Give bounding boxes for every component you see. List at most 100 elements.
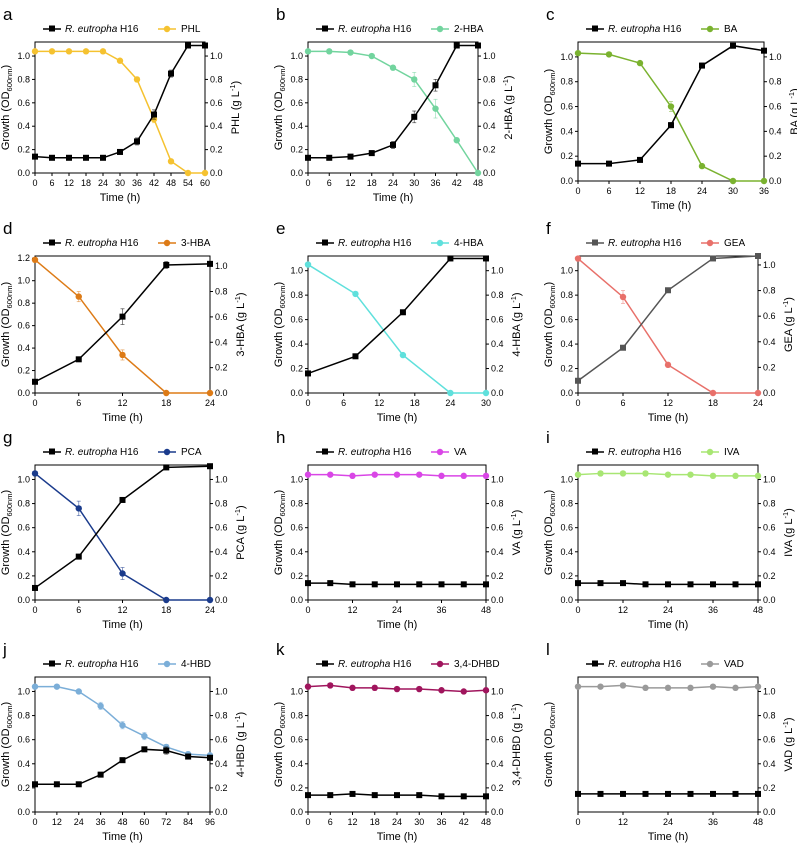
compound-point [482, 687, 490, 694]
growth-point [390, 141, 396, 148]
y-right-label-superscript: -1 [233, 509, 242, 516]
y-right-tick-label: 1.0 [210, 51, 223, 61]
compound-point [667, 103, 675, 110]
y-right-tick-label: 1.0 [215, 474, 228, 484]
growth-point [732, 581, 739, 588]
compound-point [393, 471, 401, 478]
legend-growth-label: R. eutropha H16 [65, 447, 139, 458]
y-right-label-text: PCA (g L [235, 516, 247, 560]
compound-point [119, 351, 126, 359]
y-left-label-subscript: 600nm [278, 69, 287, 92]
x-tick-label: 12 [618, 817, 628, 827]
compound-point [133, 76, 141, 83]
panel-h: h0 12 24 36 480.00.20.40.60.81.00.00.20.40.6… [273, 428, 523, 631]
y-right-tick-label: 0.4 [215, 759, 228, 769]
legend-compound-marker [436, 239, 444, 247]
compound-point [619, 470, 627, 477]
legend-growth-label: R. eutropha H16 [338, 24, 412, 35]
y-right-label-superscript: -1 [509, 707, 518, 714]
growth-point [687, 581, 694, 588]
legend-growth-label: R. eutropha H16 [65, 659, 139, 670]
y-left-label-close: ) [273, 490, 285, 494]
x-tick-label: 6 [76, 398, 81, 408]
legend-strain-suffix: H16 [660, 447, 682, 458]
y-left-tick-label: 0.4 [17, 547, 30, 557]
x-tick-label: 6 [606, 186, 611, 196]
growth-point [305, 580, 311, 587]
legend-strain-suffix: H16 [660, 238, 682, 249]
growth-point [620, 344, 626, 351]
y-left-tick-label: 0.0 [290, 807, 303, 817]
y-left-axis-label: Growth (OD600nm) [0, 702, 14, 787]
legend-compound-marker [706, 25, 714, 33]
y-left-tick-label: 0.8 [560, 77, 573, 87]
growth-point [575, 377, 581, 384]
growth-point [32, 378, 38, 385]
y-right-tick-label: 0.4 [763, 547, 776, 557]
panel-letter: h [276, 428, 285, 447]
y-left-tick-label: 1.0 [290, 474, 303, 484]
y-left-tick-label: 0.2 [17, 783, 30, 793]
compound-point [438, 687, 445, 694]
plot-frame [307, 255, 487, 394]
y-right-tick-label: 1.0 [769, 52, 782, 62]
plot-frame [307, 464, 487, 601]
y-right-tick-label: 0.8 [763, 499, 776, 509]
y-right-tick-label: 0.4 [491, 547, 504, 557]
y-left-label-text: Growth (OD [273, 91, 285, 150]
y-right-axis-label: BA (g L-1) [787, 88, 797, 134]
x-tick-label: 96 [205, 817, 215, 827]
legend-growth-marker [49, 660, 55, 667]
growth-point [575, 580, 581, 587]
x-tick-label: 48 [753, 605, 763, 615]
legend-growth-label: R. eutropha H16 [65, 24, 139, 35]
y-right-tick-label: 0.2 [763, 783, 776, 793]
y-right-label-text: 3-HBA (g L [235, 303, 247, 357]
legend-strain-suffix: H16 [117, 447, 139, 458]
x-tick-label: 30 [414, 817, 424, 827]
x-axis-label: Time (h) [373, 192, 414, 204]
y-left-tick-label: 0.2 [560, 364, 573, 374]
y-left-tick-label: 0.6 [290, 735, 303, 745]
growth-point [75, 781, 82, 788]
growth-point [453, 42, 460, 49]
growth-point [394, 792, 400, 799]
growth-point [352, 353, 359, 360]
y-right-axis-label: PCA (g L-1) [233, 505, 247, 559]
y-right-tick-label: 0.6 [763, 735, 776, 745]
legend-strain-suffix: H16 [660, 659, 682, 670]
legend-strain-name: R. eutropha [608, 238, 661, 249]
plot-frame [307, 676, 487, 813]
plot-frame [577, 255, 759, 394]
x-tick-label: 42 [149, 178, 159, 188]
y-right-label-text: GEA (g L [783, 307, 795, 352]
y-right-label-superscript: -1 [787, 92, 796, 99]
x-tick-label: 36 [708, 817, 718, 827]
y-left-tick-label: 0.4 [560, 547, 573, 557]
x-axis-label: Time (h) [102, 412, 143, 424]
y-right-tick-label: 0.6 [491, 315, 504, 325]
compound-point [82, 48, 90, 55]
y-right-tick-label: 0.2 [763, 362, 776, 372]
x-tick-label: 24 [205, 605, 215, 615]
x-tick-label: 6 [327, 178, 332, 188]
growth-point [349, 581, 356, 588]
growth-point [438, 793, 445, 800]
growth-point [163, 747, 170, 754]
x-tick-label: 18 [161, 605, 171, 615]
y-right-axis-label: 3,4-DHBD (g L-1) [509, 703, 523, 785]
growth-point [642, 581, 649, 588]
y-left-tick-label: 1.0 [17, 276, 30, 286]
y-right-tick-label: 0.2 [491, 364, 504, 374]
compound-point [732, 472, 739, 480]
compound-point [167, 158, 175, 165]
y-left-tick-label: 0.4 [560, 339, 573, 349]
legend-strain-name: R. eutropha [608, 24, 661, 35]
y-left-label-subscript: 600nm [278, 494, 287, 517]
y-left-label-subscript: 600nm [278, 706, 287, 729]
y-left-tick-label: 0.0 [560, 176, 573, 186]
legend-compound-label: PCA [181, 447, 202, 458]
x-tick-label: 84 [183, 817, 193, 827]
y-right-tick-label: 0.4 [491, 339, 504, 349]
x-tick-label: 24 [392, 817, 402, 827]
